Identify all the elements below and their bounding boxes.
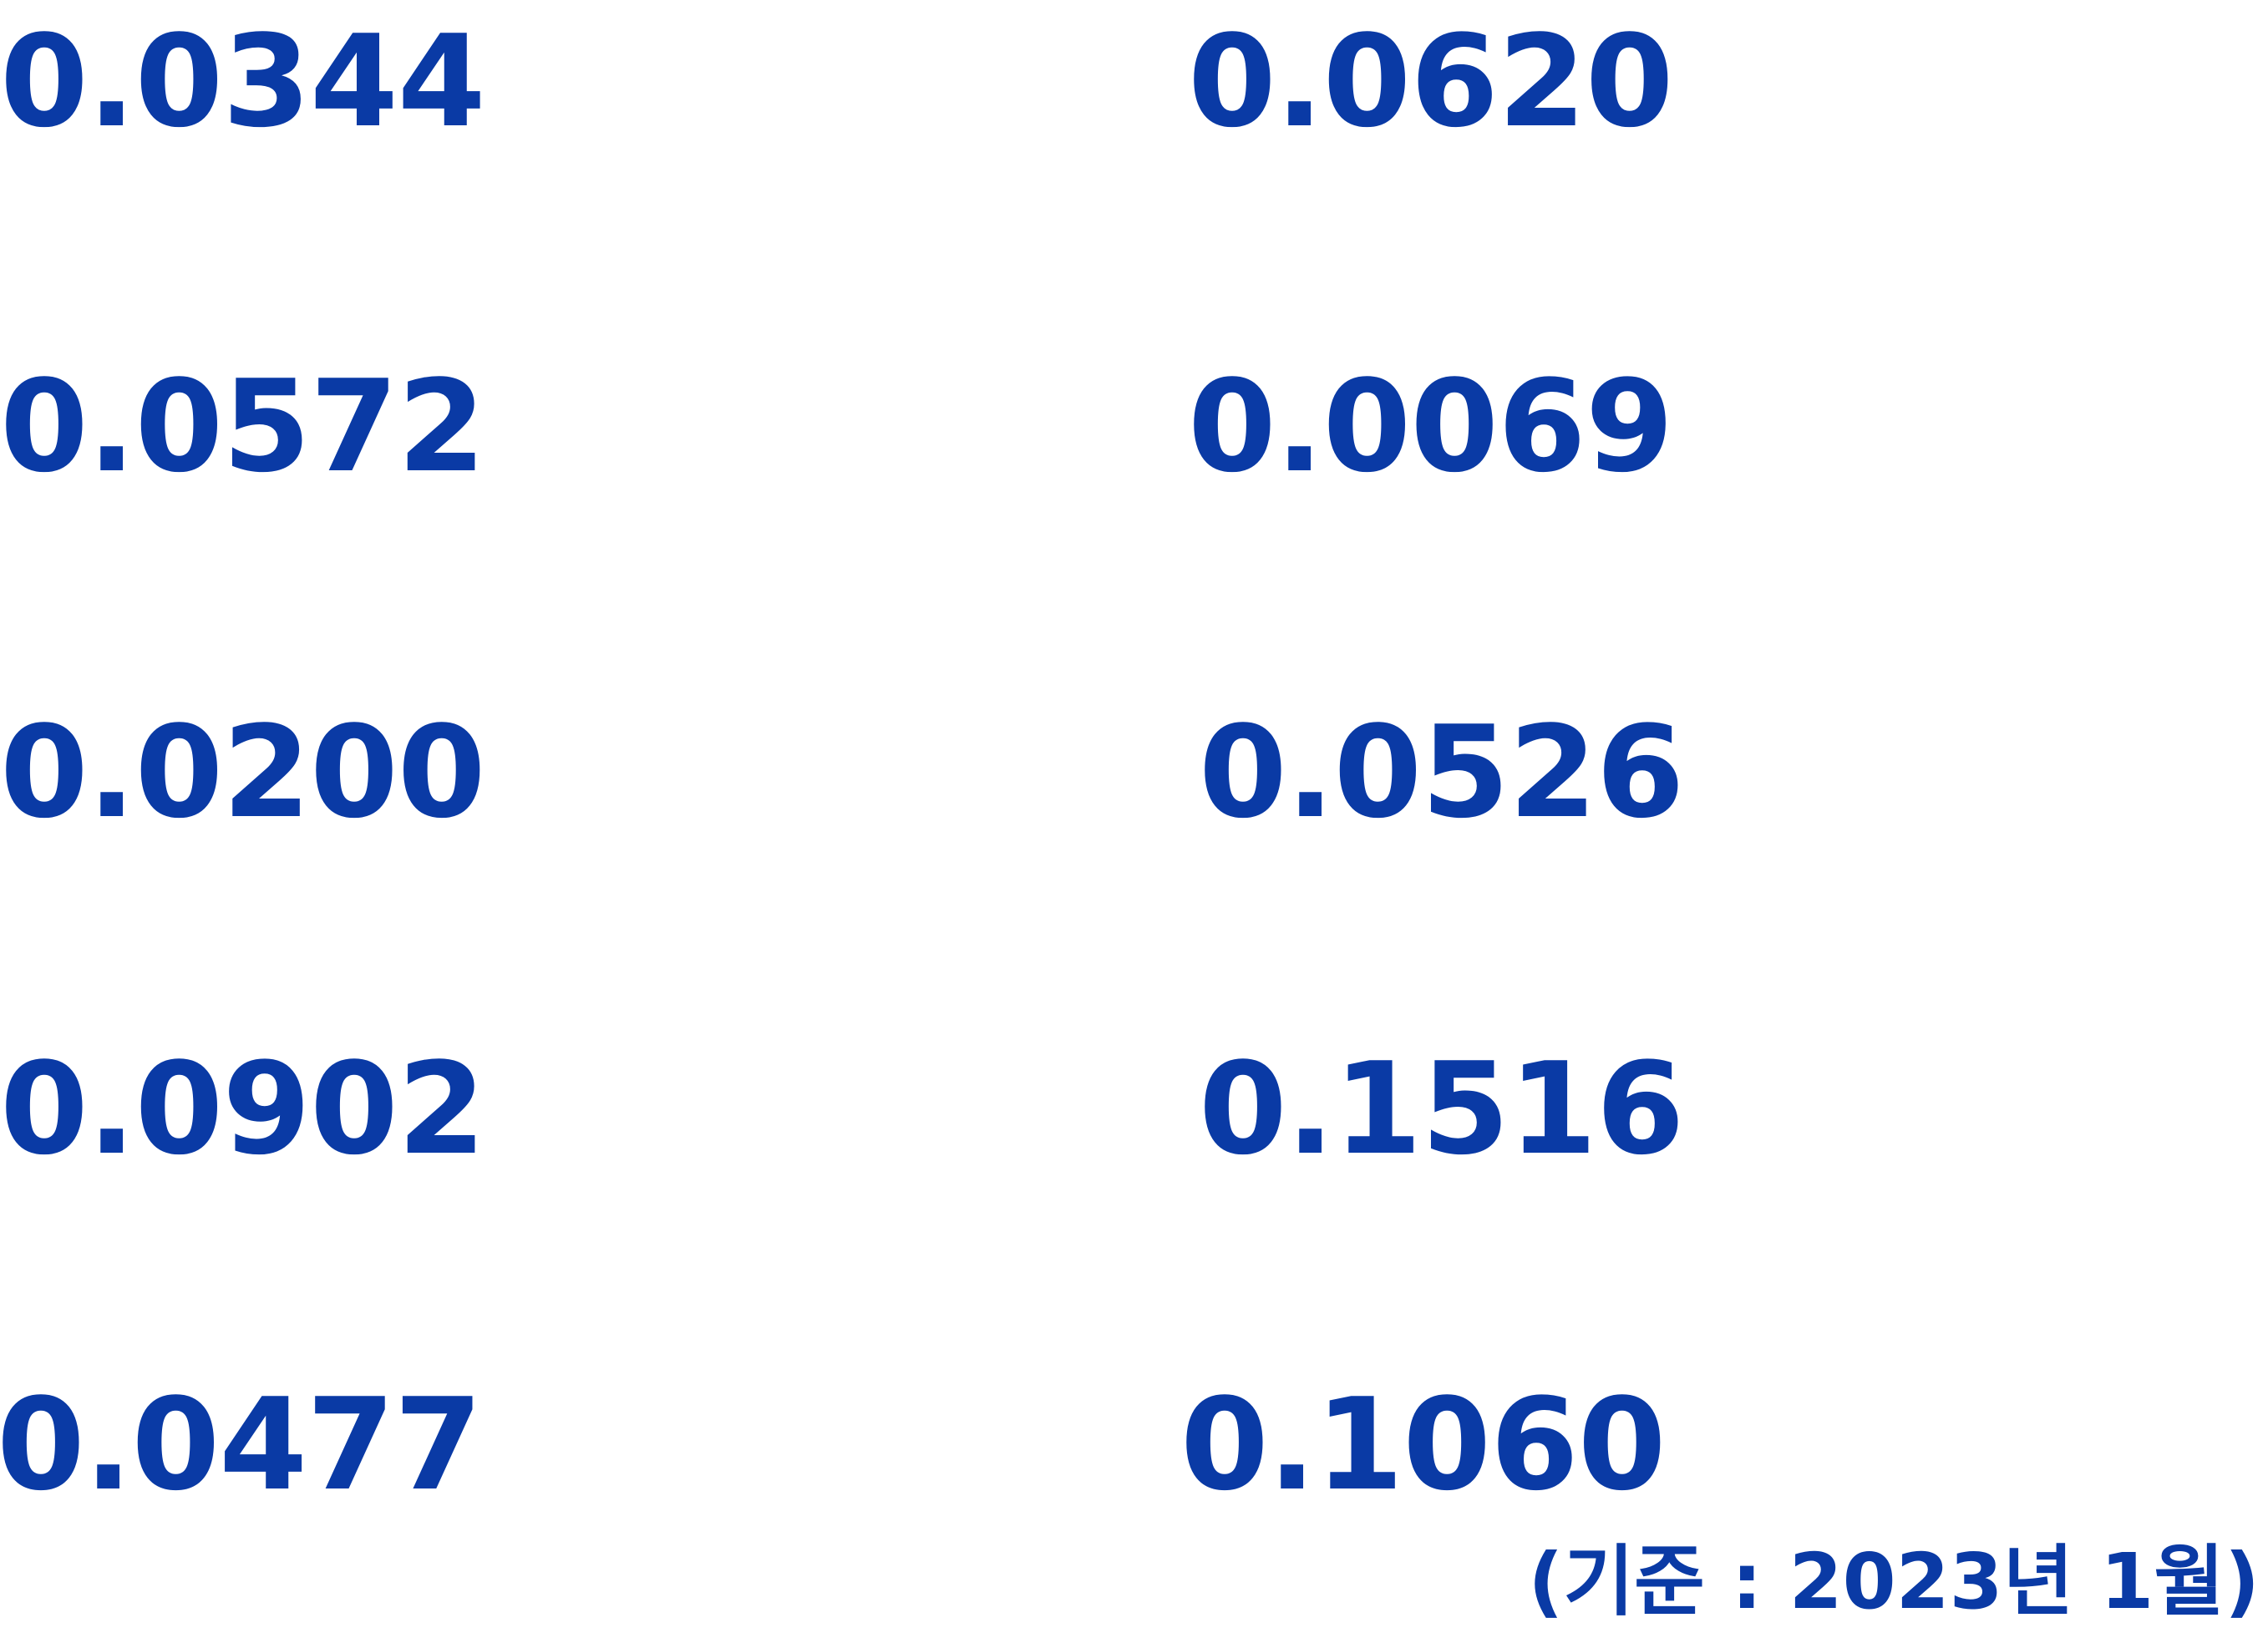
value-right-5: 0.1060 bbox=[1180, 1371, 1667, 1519]
value-left-5: 0.0477 bbox=[0, 1371, 483, 1519]
value-left-2: 0.0572 bbox=[0, 352, 486, 500]
value-right-3: 0.0526 bbox=[1199, 698, 1685, 846]
value-right-1: 0.0620 bbox=[1188, 8, 1674, 155]
value-right-2: 0.0069 bbox=[1188, 352, 1674, 500]
reference-date-note: (기준 : 2023년 1월) bbox=[1528, 1537, 2260, 1626]
value-left-4: 0.0902 bbox=[0, 1035, 486, 1183]
value-left-1: 0.0344 bbox=[0, 8, 486, 155]
value-right-4: 0.1516 bbox=[1199, 1035, 1685, 1183]
value-left-3: 0.0200 bbox=[0, 698, 486, 846]
